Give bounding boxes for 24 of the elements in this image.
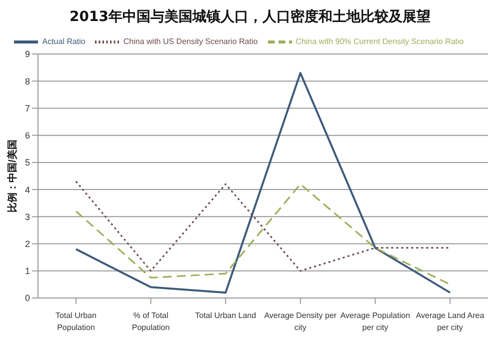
chart-title: 2013年中国与美国城镇人口，人口密度和土地比较及展望 (68, 8, 432, 26)
legend-label: Actual Ratio (42, 37, 86, 46)
y-tick-label: 3 (24, 212, 30, 222)
x-tick-label: Average Land Area per city (416, 311, 485, 332)
x-tick-label: Average Density per city (264, 311, 337, 332)
y-tick-label: 7 (24, 103, 30, 114)
line-series (75, 180, 451, 272)
y-tick-label: 9 (24, 49, 30, 60)
y-tick-label: 0 (24, 293, 30, 304)
legend-label: China with 90% Current Density Scenario Ratio (296, 37, 464, 46)
y-tick-label: 8 (24, 76, 30, 86)
x-tick-label: Average Population per city (340, 311, 410, 332)
line-series (75, 72, 451, 294)
y-tick-label: 5 (24, 158, 30, 168)
y-tick-label: 2 (24, 238, 30, 249)
x-tick-label: Total Urban Population (56, 311, 96, 332)
line-series (75, 183, 451, 286)
y-tick-label: 6 (24, 130, 30, 141)
y-tick-label: 4 (24, 184, 30, 195)
x-tick-label: % of Total Population (132, 311, 170, 332)
y-tick-label: 1 (24, 266, 30, 276)
y-axis-title: 比例：中国/美国 (6, 140, 19, 212)
x-tick-label: Total Urban Land (195, 311, 256, 320)
legend-label: China with US Density Scenario Ratio (123, 37, 258, 46)
